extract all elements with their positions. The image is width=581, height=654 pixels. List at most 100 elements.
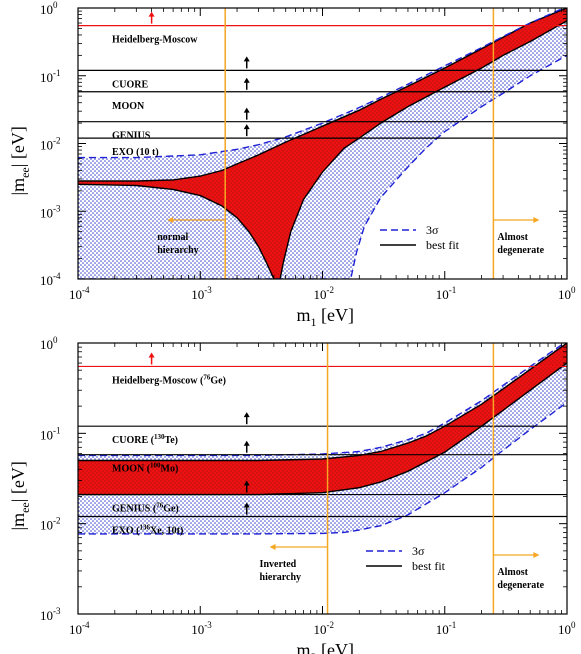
x-axis-title-sub: 1 [311, 315, 317, 329]
y-axis-title-sub: ee [18, 167, 32, 178]
x-tick-base: 10 [436, 287, 449, 302]
x-tick-base: 10 [69, 622, 82, 637]
x-tick-label: 10-2 [314, 620, 335, 637]
y-tick-base: 10 [40, 2, 53, 17]
region-label-left: hierarchy [157, 245, 198, 256]
plot-area [78, 343, 567, 614]
limit-arrow-head [243, 412, 250, 418]
limit-arrow-head [243, 502, 250, 508]
y-tick-exponent: -1 [53, 425, 61, 435]
y-tick-label: 10-1 [40, 425, 61, 442]
y-tick-label: 10-1 [40, 68, 61, 85]
y-tick-label: 10-2 [40, 516, 61, 533]
legend-label: best fit [426, 238, 460, 252]
experiment-name: MOON [112, 101, 145, 112]
region-arrow-left-head [167, 217, 174, 223]
x-tick-label: 10-2 [314, 285, 335, 302]
experiment-isotope-rest: Ge) [163, 504, 179, 515]
legend-label: 3σ [412, 544, 425, 558]
y-axis-title-main: |m [8, 513, 28, 531]
experiment-label: GENIUS [112, 131, 151, 142]
experiment-label: Heidelberg-Moscow [112, 35, 198, 46]
y-tick-label: 100 [40, 0, 58, 17]
region-label-left: normal [157, 232, 188, 243]
y-tick-base: 10 [40, 205, 53, 220]
experiment-label: MOON [112, 101, 145, 112]
experiment-isotope-rest: Te) [164, 435, 178, 446]
y-tick-exponent: -3 [53, 203, 61, 213]
limit-arrow-head [148, 11, 155, 17]
x-tick-exponent: 0 [571, 620, 576, 630]
experiment-isotope-mass: 130 [154, 433, 165, 441]
y-tick-exponent: -1 [53, 68, 61, 78]
x-tick-label: 10-3 [191, 285, 212, 302]
experiment-isotope-mass: 76 [156, 502, 164, 510]
y-tick-exponent: -3 [53, 606, 61, 616]
x-tick-exponent: -4 [82, 620, 90, 630]
experiment-label: GENIUS (76Ge) [112, 502, 179, 515]
x-tick-exponent: -3 [204, 620, 212, 630]
x-tick-exponent: 0 [571, 285, 576, 295]
bottom-panel-chart: Heidelberg-Moscow (76Ge)CUORE (130Te)MOO… [8, 335, 576, 654]
experiment-label: EXO (10 t) [112, 147, 159, 158]
experiment-label: CUORE [112, 79, 148, 90]
legend-label: 3σ [426, 223, 439, 237]
x-tick-exponent: -3 [204, 285, 212, 295]
y-tick-exponent: 0 [53, 0, 58, 10]
x-tick-label: 10-3 [191, 620, 212, 637]
x-tick-label: 100 [558, 285, 576, 302]
experiment-name: Heidelberg-Moscow [112, 35, 198, 46]
y-tick-exponent: 0 [53, 335, 58, 345]
y-tick-base: 10 [40, 138, 53, 153]
region-label-left: hierarchy [260, 572, 301, 583]
limit-arrow-head [243, 124, 250, 130]
experiment-isotope-mass: 76 [203, 374, 211, 382]
x-tick-label: 10-4 [69, 620, 90, 637]
experiment-isotope-rest: Ge) [210, 376, 226, 387]
experiment-name: MOON ( [112, 464, 151, 475]
experiment-name: Heidelberg-Moscow ( [112, 376, 204, 387]
y-axis-title-main: |m [8, 178, 28, 196]
x-axis-title-main: m [297, 305, 311, 325]
x-tick-exponent: -2 [327, 620, 335, 630]
y-axis-title: |mee| [eV] [8, 461, 32, 530]
y-tick-exponent: -4 [53, 271, 61, 281]
x-axis-title: m3 [eV] [297, 640, 355, 654]
limit-arrow-head [243, 107, 250, 113]
experiment-label: MOON (100Mo) [112, 462, 178, 475]
experiment-name: GENIUS [112, 131, 151, 142]
experiment-name: EXO (10 t) [112, 147, 159, 158]
y-tick-label: 10-3 [40, 606, 61, 623]
experiment-name: CUORE ( [112, 435, 155, 446]
x-axis-title-unit: [eV] [317, 305, 354, 325]
x-tick-base: 10 [558, 622, 571, 637]
y-tick-base: 10 [40, 337, 53, 352]
x-tick-label: 100 [558, 620, 576, 637]
x-tick-base: 10 [69, 287, 82, 302]
x-tick-exponent: -1 [449, 285, 457, 295]
x-axis-title-unit: [eV] [317, 640, 354, 654]
best-fit-upper-curve [78, 343, 567, 462]
experiment-name: CUORE [112, 79, 148, 90]
limit-arrow-head [243, 480, 250, 486]
best-fit-upper-curve [78, 8, 567, 182]
x-tick-base: 10 [436, 622, 449, 637]
legend-label: best fit [412, 559, 446, 573]
plot-area [78, 8, 567, 279]
y-tick-label: 10-4 [40, 271, 61, 288]
limit-arrow-head [148, 352, 155, 358]
best-fit-lower-curve [78, 20, 567, 279]
y-tick-label: 10-2 [40, 136, 61, 153]
y-axis-title: |mee| [eV] [8, 126, 32, 195]
sigma3-lower-curve [78, 401, 567, 535]
experiment-name: EXO ( [112, 526, 140, 537]
y-axis-title-sub: ee [18, 502, 32, 513]
x-tick-base: 10 [191, 622, 204, 637]
region-label-right: degenerate [497, 580, 544, 591]
x-axis-title-main: m [297, 640, 311, 654]
experiment-isotope-mass: 136 [140, 524, 151, 532]
experiment-label: EXO (136Xe, 10t) [112, 524, 183, 537]
y-axis-title-unit: | [eV] [8, 126, 28, 167]
x-tick-base: 10 [314, 287, 327, 302]
